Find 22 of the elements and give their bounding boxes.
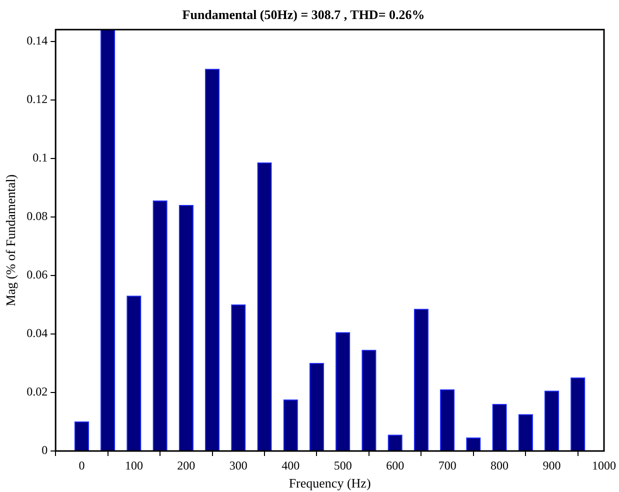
x-tick-label: 700	[438, 458, 456, 472]
x-tick-label: 0	[78, 458, 85, 472]
y-tick-label: 0.08	[26, 209, 48, 224]
y-tick-label: 0.14	[26, 33, 48, 48]
y-tick-label: 0.1	[32, 150, 48, 165]
x-tick-label: 900	[542, 458, 561, 472]
y-tick-label: 0.12	[26, 92, 48, 106]
x-tick-label: 600	[386, 458, 404, 472]
y-tick-label: 0.04	[26, 326, 48, 340]
y-axis-title: Mag (% of Fundamental)	[3, 174, 18, 306]
x-tick-label: 300	[229, 458, 248, 472]
y-tick-label: 0.06	[26, 268, 48, 282]
y-tick-label: 0	[42, 443, 48, 458]
x-tick-label: 100	[124, 458, 143, 472]
y-tick-label: 0.02	[26, 384, 48, 399]
x-tick-label: 1000	[592, 458, 616, 472]
x-tick-label: 800	[490, 458, 509, 472]
chart-title: Fundamental (50Hz) = 308.7 , THD= 0.26%	[182, 7, 425, 22]
x-tick-label: 500	[334, 458, 352, 472]
x-tick-label: 400	[282, 458, 300, 472]
x-axis-title: Frequency (Hz)	[288, 476, 371, 491]
x-tick-label: 200	[177, 458, 196, 472]
